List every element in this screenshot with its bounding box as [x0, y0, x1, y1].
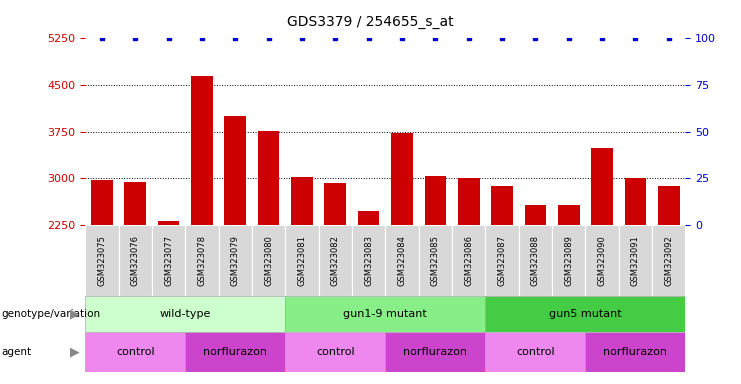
- Text: GSM323079: GSM323079: [230, 235, 240, 286]
- Bar: [285, 332, 385, 372]
- Bar: [119, 225, 152, 296]
- Text: GSM323091: GSM323091: [631, 235, 640, 286]
- Bar: [191, 76, 213, 225]
- Bar: [519, 225, 552, 296]
- Bar: [325, 183, 346, 225]
- Bar: [385, 225, 419, 296]
- Bar: [91, 180, 113, 225]
- Text: GSM323080: GSM323080: [264, 235, 273, 286]
- Text: GSM323087: GSM323087: [497, 235, 507, 286]
- Bar: [158, 221, 179, 225]
- Text: ▶: ▶: [70, 308, 80, 320]
- Bar: [185, 225, 219, 296]
- Bar: [652, 225, 685, 296]
- Text: control: control: [316, 347, 355, 358]
- Text: GSM323083: GSM323083: [364, 235, 373, 286]
- Text: GSM323090: GSM323090: [597, 235, 607, 286]
- Bar: [425, 175, 446, 225]
- Text: GSM323076: GSM323076: [130, 235, 140, 286]
- Bar: [525, 205, 546, 225]
- Bar: [385, 332, 485, 372]
- Bar: [419, 225, 452, 296]
- Bar: [258, 131, 279, 225]
- Bar: [491, 186, 513, 225]
- Text: GSM323092: GSM323092: [664, 235, 674, 286]
- Text: control: control: [516, 347, 555, 358]
- Bar: [558, 205, 579, 225]
- Bar: [585, 225, 619, 296]
- Bar: [85, 296, 285, 332]
- Text: norflurazon: norflurazon: [403, 347, 468, 358]
- Bar: [585, 332, 685, 372]
- Text: genotype/variation: genotype/variation: [1, 309, 101, 319]
- Text: gun5 mutant: gun5 mutant: [549, 309, 622, 319]
- Bar: [185, 332, 285, 372]
- Bar: [85, 332, 185, 372]
- Text: control: control: [116, 347, 155, 358]
- Bar: [85, 225, 119, 296]
- Bar: [458, 178, 479, 225]
- Bar: [291, 177, 313, 225]
- Text: GSM323077: GSM323077: [164, 235, 173, 286]
- Bar: [485, 296, 685, 332]
- Text: wild-type: wild-type: [159, 309, 211, 319]
- Bar: [124, 182, 146, 225]
- Bar: [319, 225, 352, 296]
- Text: GSM323081: GSM323081: [297, 235, 307, 286]
- Text: GDS3379 / 254655_s_at: GDS3379 / 254655_s_at: [288, 15, 453, 29]
- Bar: [485, 225, 519, 296]
- Bar: [225, 116, 246, 225]
- Text: norflurazon: norflurazon: [203, 347, 268, 358]
- Text: GSM323082: GSM323082: [330, 235, 340, 286]
- Text: GSM323084: GSM323084: [397, 235, 407, 286]
- Text: GSM323086: GSM323086: [464, 235, 473, 286]
- Text: GSM323075: GSM323075: [97, 235, 107, 286]
- Text: GSM323089: GSM323089: [564, 235, 574, 286]
- Text: agent: agent: [1, 347, 32, 358]
- Text: GSM323088: GSM323088: [531, 235, 540, 286]
- Bar: [552, 225, 585, 296]
- Bar: [252, 225, 285, 296]
- Bar: [625, 178, 646, 225]
- Bar: [358, 211, 379, 225]
- Bar: [285, 225, 319, 296]
- Text: gun1-9 mutant: gun1-9 mutant: [343, 309, 428, 319]
- Bar: [452, 225, 485, 296]
- Text: GSM323085: GSM323085: [431, 235, 440, 286]
- Bar: [219, 225, 252, 296]
- Bar: [152, 225, 185, 296]
- Bar: [619, 225, 652, 296]
- Bar: [391, 133, 413, 225]
- Bar: [591, 148, 613, 225]
- Bar: [285, 296, 485, 332]
- Bar: [485, 332, 585, 372]
- Text: norflurazon: norflurazon: [603, 347, 668, 358]
- Text: GSM323078: GSM323078: [197, 235, 207, 286]
- Bar: [352, 225, 385, 296]
- Text: ▶: ▶: [70, 346, 80, 359]
- Bar: [658, 186, 679, 225]
